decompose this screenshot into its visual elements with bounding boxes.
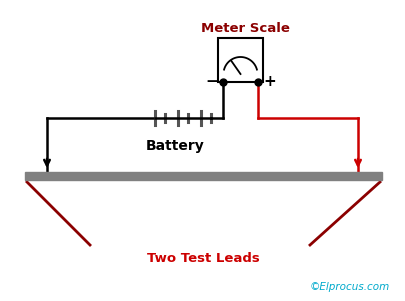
Bar: [218, 38, 263, 82]
Text: +: +: [264, 75, 276, 89]
Bar: [25, 172, 382, 180]
Text: Battery: Battery: [146, 139, 205, 153]
Text: Two Test Leads: Two Test Leads: [147, 252, 259, 265]
Text: Meter Scale: Meter Scale: [201, 21, 290, 35]
Text: −: −: [206, 75, 218, 89]
Text: ©Elprocus.com: ©Elprocus.com: [310, 282, 390, 292]
